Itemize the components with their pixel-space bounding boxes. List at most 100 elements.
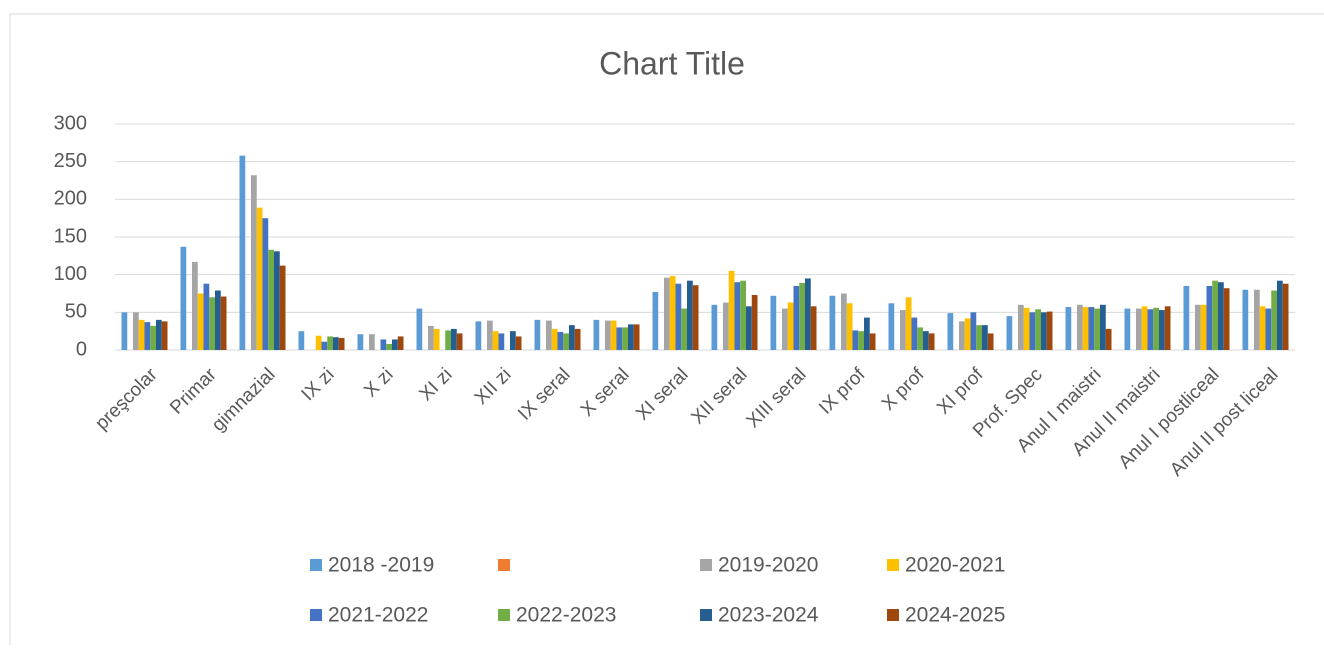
x-tick-label: gimnazial <box>208 364 280 436</box>
bar <box>958 321 965 350</box>
x-tick-label: XI zi <box>416 364 457 405</box>
bar <box>681 308 688 350</box>
bar <box>799 282 806 350</box>
x-tick-label: X prof <box>878 364 929 415</box>
bar <box>622 327 629 350</box>
bar <box>616 327 623 350</box>
legend-swatch <box>310 609 322 621</box>
bar <box>380 339 387 350</box>
bar <box>1023 307 1030 350</box>
bar <box>722 302 729 350</box>
bar <box>687 280 693 350</box>
y-tick-label: 100 <box>54 263 87 285</box>
x-tick-label: XI prof <box>933 364 988 419</box>
bar <box>1194 304 1201 350</box>
bar <box>746 306 752 350</box>
chart-border <box>9 13 1324 650</box>
bar <box>858 331 865 350</box>
bar <box>368 334 375 350</box>
x-tick-label: preşcolar <box>91 364 162 435</box>
bar <box>840 293 847 350</box>
bar <box>1100 304 1106 350</box>
bar <box>923 331 929 350</box>
bar <box>864 317 870 350</box>
legend-swatch <box>310 559 322 571</box>
bar <box>156 319 162 350</box>
bar <box>1183 285 1190 350</box>
bar <box>563 333 570 350</box>
bar <box>1271 290 1278 350</box>
legend-label: 2019-2020 <box>718 554 818 577</box>
bar <box>1105 328 1112 350</box>
bar <box>144 322 151 350</box>
legend-label: 2018 -2019 <box>328 554 434 577</box>
bar <box>534 319 541 350</box>
bar <box>327 336 334 350</box>
bar <box>315 335 322 350</box>
bar <box>180 246 187 350</box>
bar <box>1147 309 1154 350</box>
x-tick-label: Anul I postliceal <box>1115 364 1224 473</box>
legend-label: 2023-2024 <box>718 604 819 627</box>
bar <box>987 333 994 350</box>
bar <box>250 175 257 350</box>
bar <box>604 320 611 350</box>
bar <box>1218 282 1224 350</box>
legend-label: 2020-2021 <box>905 554 1005 577</box>
x-tick-label: XII zi <box>471 364 516 409</box>
bar <box>1082 307 1089 350</box>
bar <box>197 293 204 350</box>
x-tick-label: IX seral <box>514 364 574 424</box>
bar <box>1277 280 1283 350</box>
bar <box>1124 308 1131 350</box>
y-tick-label: 300 <box>54 112 87 134</box>
bar <box>1223 288 1230 350</box>
bar <box>829 295 836 350</box>
bar <box>1035 309 1042 350</box>
y-tick-label: 50 <box>65 301 87 323</box>
bar <box>869 333 876 350</box>
bar <box>793 285 800 350</box>
bar <box>433 328 440 350</box>
bar <box>964 318 971 350</box>
legend-swatch <box>700 559 712 571</box>
bar <box>1282 283 1289 350</box>
bar <box>1094 308 1101 350</box>
x-tick-label: Anul II post liceal <box>1166 364 1282 480</box>
bar <box>161 321 168 350</box>
y-tick-label: 200 <box>54 188 87 210</box>
bar <box>1088 307 1095 350</box>
bar <box>1041 312 1047 350</box>
bar <box>734 282 741 350</box>
bar <box>456 333 463 350</box>
bar <box>810 306 817 350</box>
bar <box>386 343 393 350</box>
bar <box>321 341 328 350</box>
x-tick-label: Primar <box>166 364 221 419</box>
bar <box>1065 307 1072 350</box>
legend-swatch <box>498 609 510 621</box>
bar <box>781 308 788 350</box>
bar <box>545 320 552 350</box>
bar <box>770 295 777 350</box>
bar <box>1212 280 1219 350</box>
bar <box>397 336 404 350</box>
bar <box>1159 310 1165 350</box>
bar <box>209 297 216 350</box>
bar <box>1164 306 1171 350</box>
bar <box>917 327 924 350</box>
bar <box>557 331 564 350</box>
x-tick-label: IX zi <box>298 364 339 405</box>
x-tick-label: IX prof <box>815 364 870 419</box>
bar <box>138 319 145 350</box>
bar <box>728 270 735 350</box>
bar <box>947 313 954 350</box>
bar <box>333 337 339 350</box>
bar <box>669 276 676 350</box>
bar <box>1135 308 1142 350</box>
bar <box>416 308 423 350</box>
bar <box>1200 304 1207 350</box>
bar <box>121 312 128 350</box>
bar <box>392 339 398 350</box>
